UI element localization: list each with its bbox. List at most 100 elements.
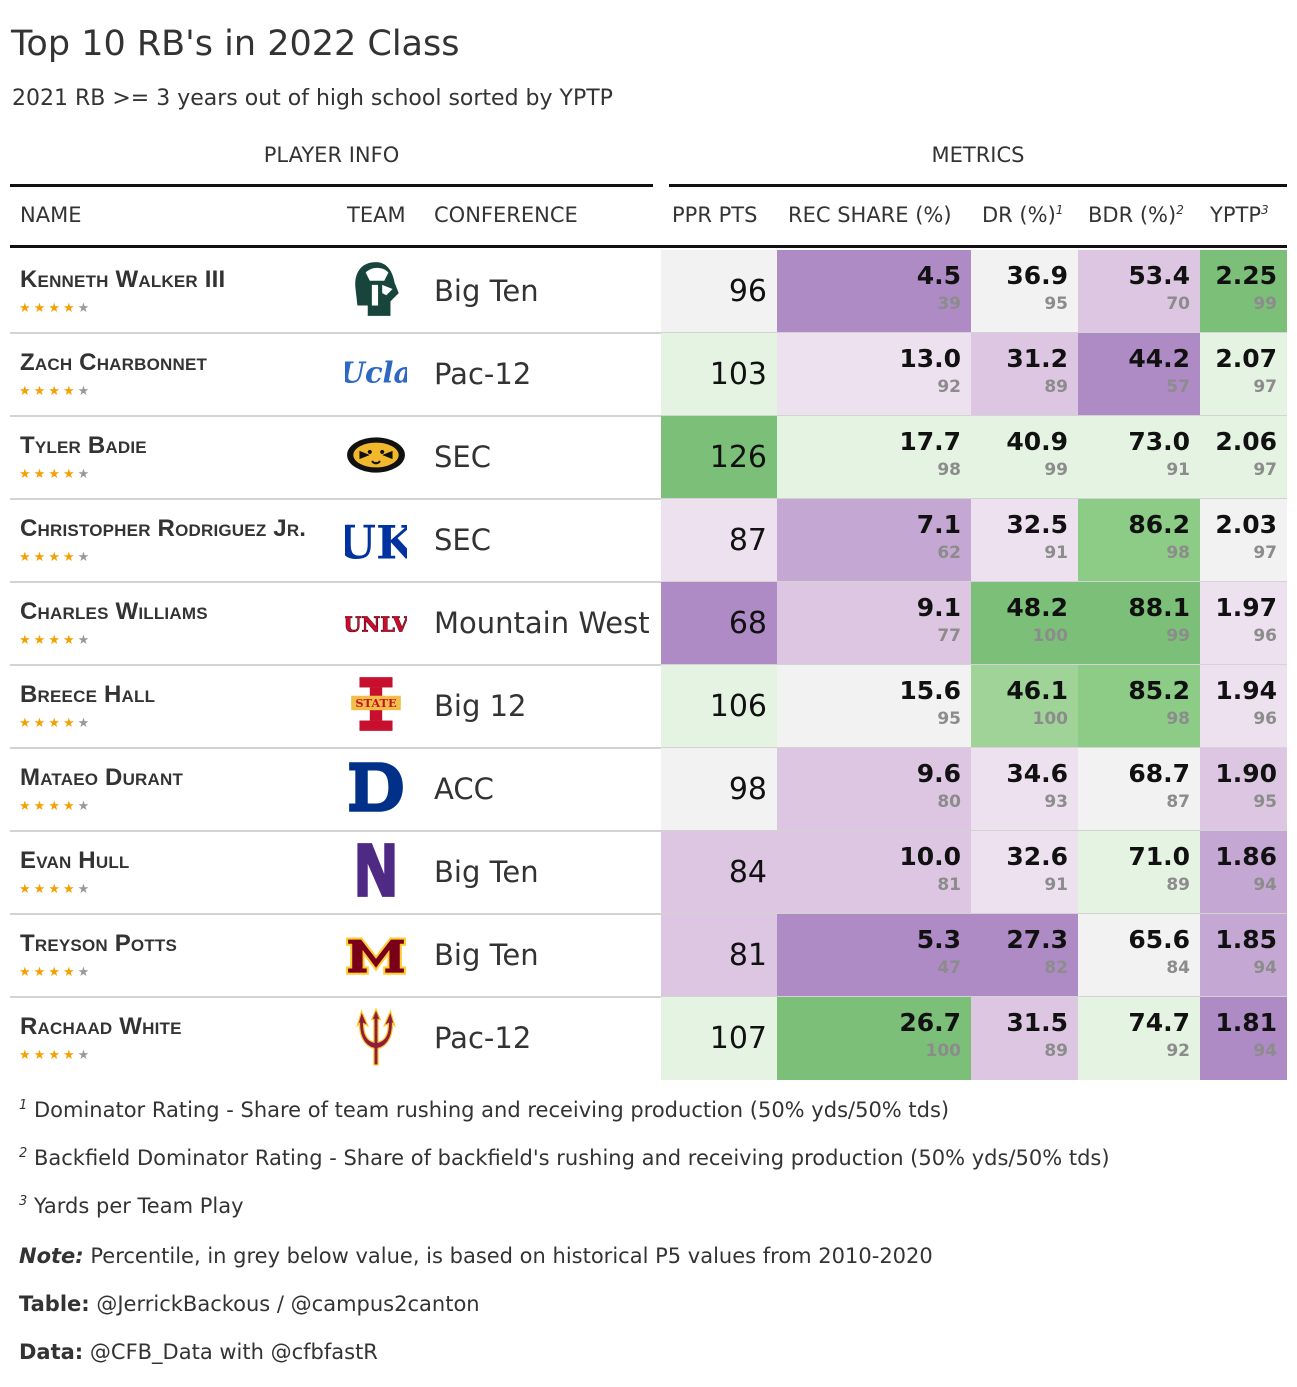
- bdr-value: 44.2: [1128, 344, 1190, 373]
- player-name: Treyson Potts: [20, 930, 178, 957]
- row-separator: [10, 415, 1287, 417]
- dr-percentile: 82: [1044, 958, 1068, 978]
- cell-bdr: 53.4 70: [1078, 250, 1200, 333]
- col-header-ppr: PPR PTS: [672, 203, 758, 227]
- star-icon: ★: [33, 1048, 49, 1063]
- rec-value: 4.5: [916, 261, 961, 290]
- star-icon: ★: [19, 633, 34, 648]
- bdr-value: 71.0: [1128, 842, 1190, 871]
- bdr-percentile: 70: [1166, 294, 1190, 314]
- duke-d-icon: [345, 756, 407, 818]
- table-row: Kenneth Walker III ★★★★★ Big Ten 96 4.5 39 36.…: [10, 250, 1287, 333]
- table-row: Tyler Badie ★★★★★ SEC 126 17.7 98 40.9 99 73.0 91…: [10, 416, 1287, 499]
- dr-value: 31.2: [1006, 344, 1068, 373]
- star-icon: ★: [19, 384, 34, 399]
- yptp-percentile: 94: [1253, 1041, 1277, 1061]
- player-name: Rachaad White: [20, 1013, 182, 1040]
- cell-bdr: 68.7 87: [1078, 748, 1200, 831]
- player-name: Evan Hull: [20, 847, 130, 874]
- table-row: Treyson Potts ★★★★★ Big Ten 81 5.3 47 27.3 82 65…: [10, 914, 1287, 997]
- yptp-percentile: 96: [1253, 626, 1277, 646]
- yptp-percentile: 94: [1253, 875, 1277, 895]
- rec-percentile: 98: [937, 460, 961, 480]
- cell-ppr: 103: [661, 333, 777, 416]
- cell-rec: 15.6 95: [777, 665, 971, 748]
- star-icon: ★: [33, 384, 49, 399]
- star-icon: ★: [77, 633, 93, 648]
- rec-percentile: 77: [937, 626, 961, 646]
- rec-percentile: 100: [925, 1041, 962, 1061]
- yptp-value: 1.81: [1215, 1008, 1277, 1037]
- dr-percentile: 89: [1044, 1041, 1068, 1061]
- player-stars: ★★★★★: [19, 965, 92, 980]
- rec-percentile: 92: [937, 377, 961, 397]
- bdr-percentile: 99: [1166, 626, 1190, 646]
- bdr-value: 88.1: [1128, 593, 1190, 622]
- missouri-tiger-icon: [345, 424, 407, 486]
- player-conference: ACC: [434, 772, 494, 806]
- rec-value: 9.1: [916, 593, 961, 622]
- dr-percentile: 100: [1032, 709, 1069, 729]
- star-icon: ★: [48, 550, 63, 565]
- star-icon: ★: [19, 301, 34, 316]
- cell-bdr: 44.2 57: [1078, 333, 1200, 416]
- cell-ppr: 68: [661, 582, 777, 665]
- star-icon: ★: [77, 882, 93, 897]
- star-icon: ★: [62, 384, 78, 399]
- rec-value: 7.1: [916, 510, 961, 539]
- yptp-percentile: 97: [1253, 377, 1277, 397]
- svg-text:UK: UK: [345, 516, 407, 569]
- dr-percentile: 95: [1044, 294, 1068, 314]
- star-icon: ★: [77, 1048, 93, 1063]
- cell-yptp: 1.97 96: [1200, 582, 1287, 665]
- player-stars: ★★★★★: [19, 716, 92, 731]
- cell-rec: 9.6 80: [777, 748, 971, 831]
- row-separator: [10, 498, 1287, 500]
- row-separator: [10, 664, 1287, 666]
- bdr-value: 74.7: [1128, 1008, 1190, 1037]
- footnote-1-mark: 1: [19, 1098, 28, 1113]
- row-separator: [10, 830, 1287, 832]
- player-conference: Big Ten: [434, 855, 539, 889]
- star-icon: ★: [77, 301, 93, 316]
- star-icon: ★: [33, 633, 49, 648]
- dr-value: 48.2: [1006, 593, 1068, 622]
- arizona-state-pitchfork-icon: [345, 1005, 407, 1067]
- row-separator: [10, 747, 1287, 749]
- yptp-value: 2.25: [1215, 261, 1277, 290]
- dr-value: 34.6: [1006, 759, 1068, 788]
- svg-text:Ucla: Ucla: [345, 355, 407, 389]
- yptp-value: 1.97: [1215, 593, 1277, 622]
- player-name: Breece Hall: [20, 681, 156, 708]
- cell-yptp: 2.03 97: [1200, 499, 1287, 582]
- cell-bdr: 71.0 89: [1078, 831, 1200, 914]
- star-icon: ★: [33, 716, 49, 731]
- yptp-percentile: 96: [1253, 709, 1277, 729]
- source-note-label: Note:: [19, 1244, 84, 1268]
- star-icon: ★: [48, 716, 63, 731]
- cell-rec: 26.7 100: [777, 997, 971, 1080]
- star-icon: ★: [62, 799, 78, 814]
- cell-dr: 40.9 99: [971, 416, 1078, 499]
- player-stars: ★★★★★: [19, 799, 92, 814]
- rec-value: 15.6: [899, 676, 961, 705]
- cell-ppr: 81: [661, 914, 777, 997]
- player-stars: ★★★★★: [19, 384, 92, 399]
- cell-bdr: 65.6 84: [1078, 914, 1200, 997]
- cell-yptp: 1.81 94: [1200, 997, 1287, 1080]
- dr-value: 27.3: [1006, 925, 1068, 954]
- bdr-percentile: 92: [1166, 1041, 1190, 1061]
- player-conference: Mountain West: [434, 606, 650, 640]
- star-icon: ★: [19, 1048, 34, 1063]
- star-icon: ★: [33, 965, 49, 980]
- table-row: Mataeo Durant ★★★★★ ACC 98 9.6 80 34.6 93 68.7 87…: [10, 748, 1287, 831]
- michigan-state-spartan-icon: [345, 258, 407, 320]
- star-icon: ★: [48, 301, 63, 316]
- dr-value: 32.5: [1006, 510, 1068, 539]
- bdr-percentile: 84: [1166, 958, 1190, 978]
- bdr-value: 73.0: [1128, 427, 1190, 456]
- rec-percentile: 39: [937, 294, 961, 314]
- table-row: Charles Williams ★★★★★ UNLV Mountain West 68…: [10, 582, 1287, 665]
- star-icon: ★: [19, 799, 34, 814]
- rec-percentile: 95: [937, 709, 961, 729]
